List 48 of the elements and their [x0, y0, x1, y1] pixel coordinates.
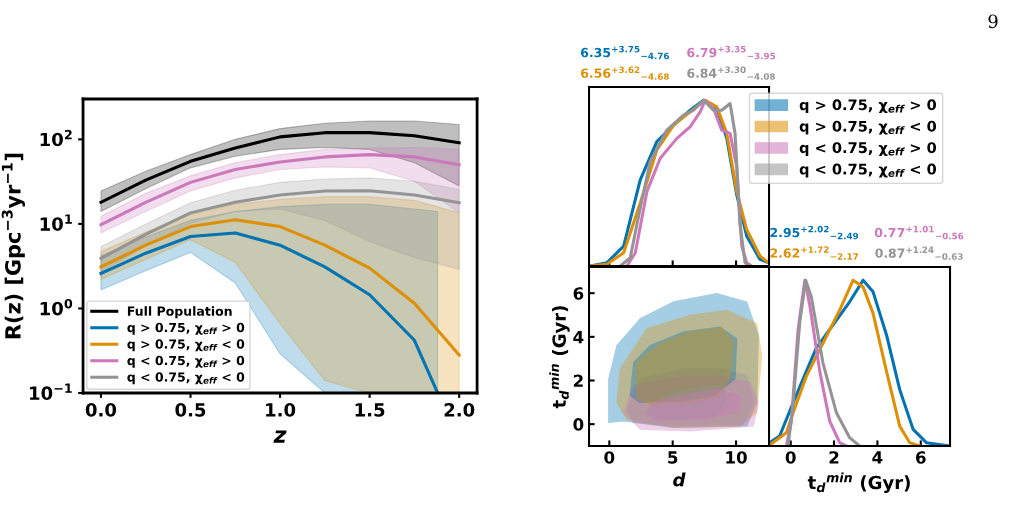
legend-label: q < 0.75, χ$_{eff}$ > 0	[799, 142, 937, 156]
legend-label: q > 0.75, χ$_{eff}$ < 0	[127, 339, 245, 352]
x-axis-title: d	[673, 472, 686, 487]
text: 6.79$^{+3.35}$$_{−3.95}$	[687, 45, 776, 60]
text: 2.95$^{+2.02}$$_{−2.49}$	[770, 225, 859, 240]
x-tick-label: 0	[604, 451, 615, 464]
x-tick-label: 2.0	[444, 403, 475, 417]
y-tick-label: 10$^{2}$	[40, 129, 72, 147]
y-tick-label: 4	[573, 331, 584, 344]
legend-label: q < 0.75, χ$_{eff}$ < 0	[799, 163, 937, 178]
text: 9	[988, 14, 998, 29]
x-tick-label: 2	[829, 451, 839, 464]
y-tick-label: 2	[573, 374, 583, 387]
line-series	[99, 131, 461, 204]
text: 6.56$^{+3.62}$$_{−4.68}$	[580, 66, 669, 80]
text: 6.84$^{+3.30}$$_{−4.08}$	[687, 66, 775, 80]
y-axis-title: t$_{d}$$^{min}$ (Gyr)	[549, 306, 570, 409]
y-tick-label: 10$^{0}$	[40, 298, 73, 316]
x-axis-title: t$_{d}$$^{min}$ (Gyr)	[807, 472, 910, 493]
text: 0.87$^{+1.24}$$_{−0.63}$	[875, 246, 963, 260]
y-axis-title: R(z) [Gpc$^{−3}$yr$^{−1}$]	[1, 153, 25, 339]
y-tick-label: 10$^{−1}$	[30, 383, 72, 400]
x-tick-label: 4	[872, 451, 883, 464]
x-tick-label: 1.0	[266, 403, 296, 417]
x-tick-label: 6	[915, 451, 926, 464]
x-tick-label: 10	[726, 451, 747, 464]
line-series	[99, 189, 461, 260]
x-axis-title: z	[273, 430, 287, 443]
text: 6.35$^{+3.75}$$_{−4.76}$	[580, 45, 670, 60]
legend-label: q > 0.75, χ$_{eff}$ > 0	[799, 99, 937, 114]
legend-label: q > 0.75, χ$_{eff}$ > 0	[127, 322, 245, 335]
x-tick-label: 5	[668, 451, 678, 464]
x-tick-label: 0	[785, 451, 796, 464]
legend-label: q > 0.75, χ$_{eff}$ < 0	[799, 120, 937, 135]
y-tick-label: 6	[573, 287, 584, 300]
legend-label: q < 0.75, χ$_{eff}$ > 0	[127, 355, 245, 368]
legend-label: Full Population	[127, 306, 232, 319]
line-series	[99, 218, 461, 357]
line-series	[99, 231, 440, 393]
legend-label: q < 0.75, χ$_{eff}$ < 0	[127, 372, 245, 385]
y-tick-label: 10$^{1}$	[40, 214, 72, 231]
text: 2.62$^{+1.72}$$_{−2.17}$	[770, 246, 859, 260]
x-tick-label: 0.0	[85, 403, 117, 417]
x-tick-label: 0.5	[175, 403, 206, 417]
text: 0.77$^{+1.01}$$_{−0.56}$	[874, 225, 964, 240]
y-tick-label: 0	[573, 418, 584, 431]
line-series	[99, 153, 461, 227]
x-tick-label: 1.5	[355, 403, 385, 417]
